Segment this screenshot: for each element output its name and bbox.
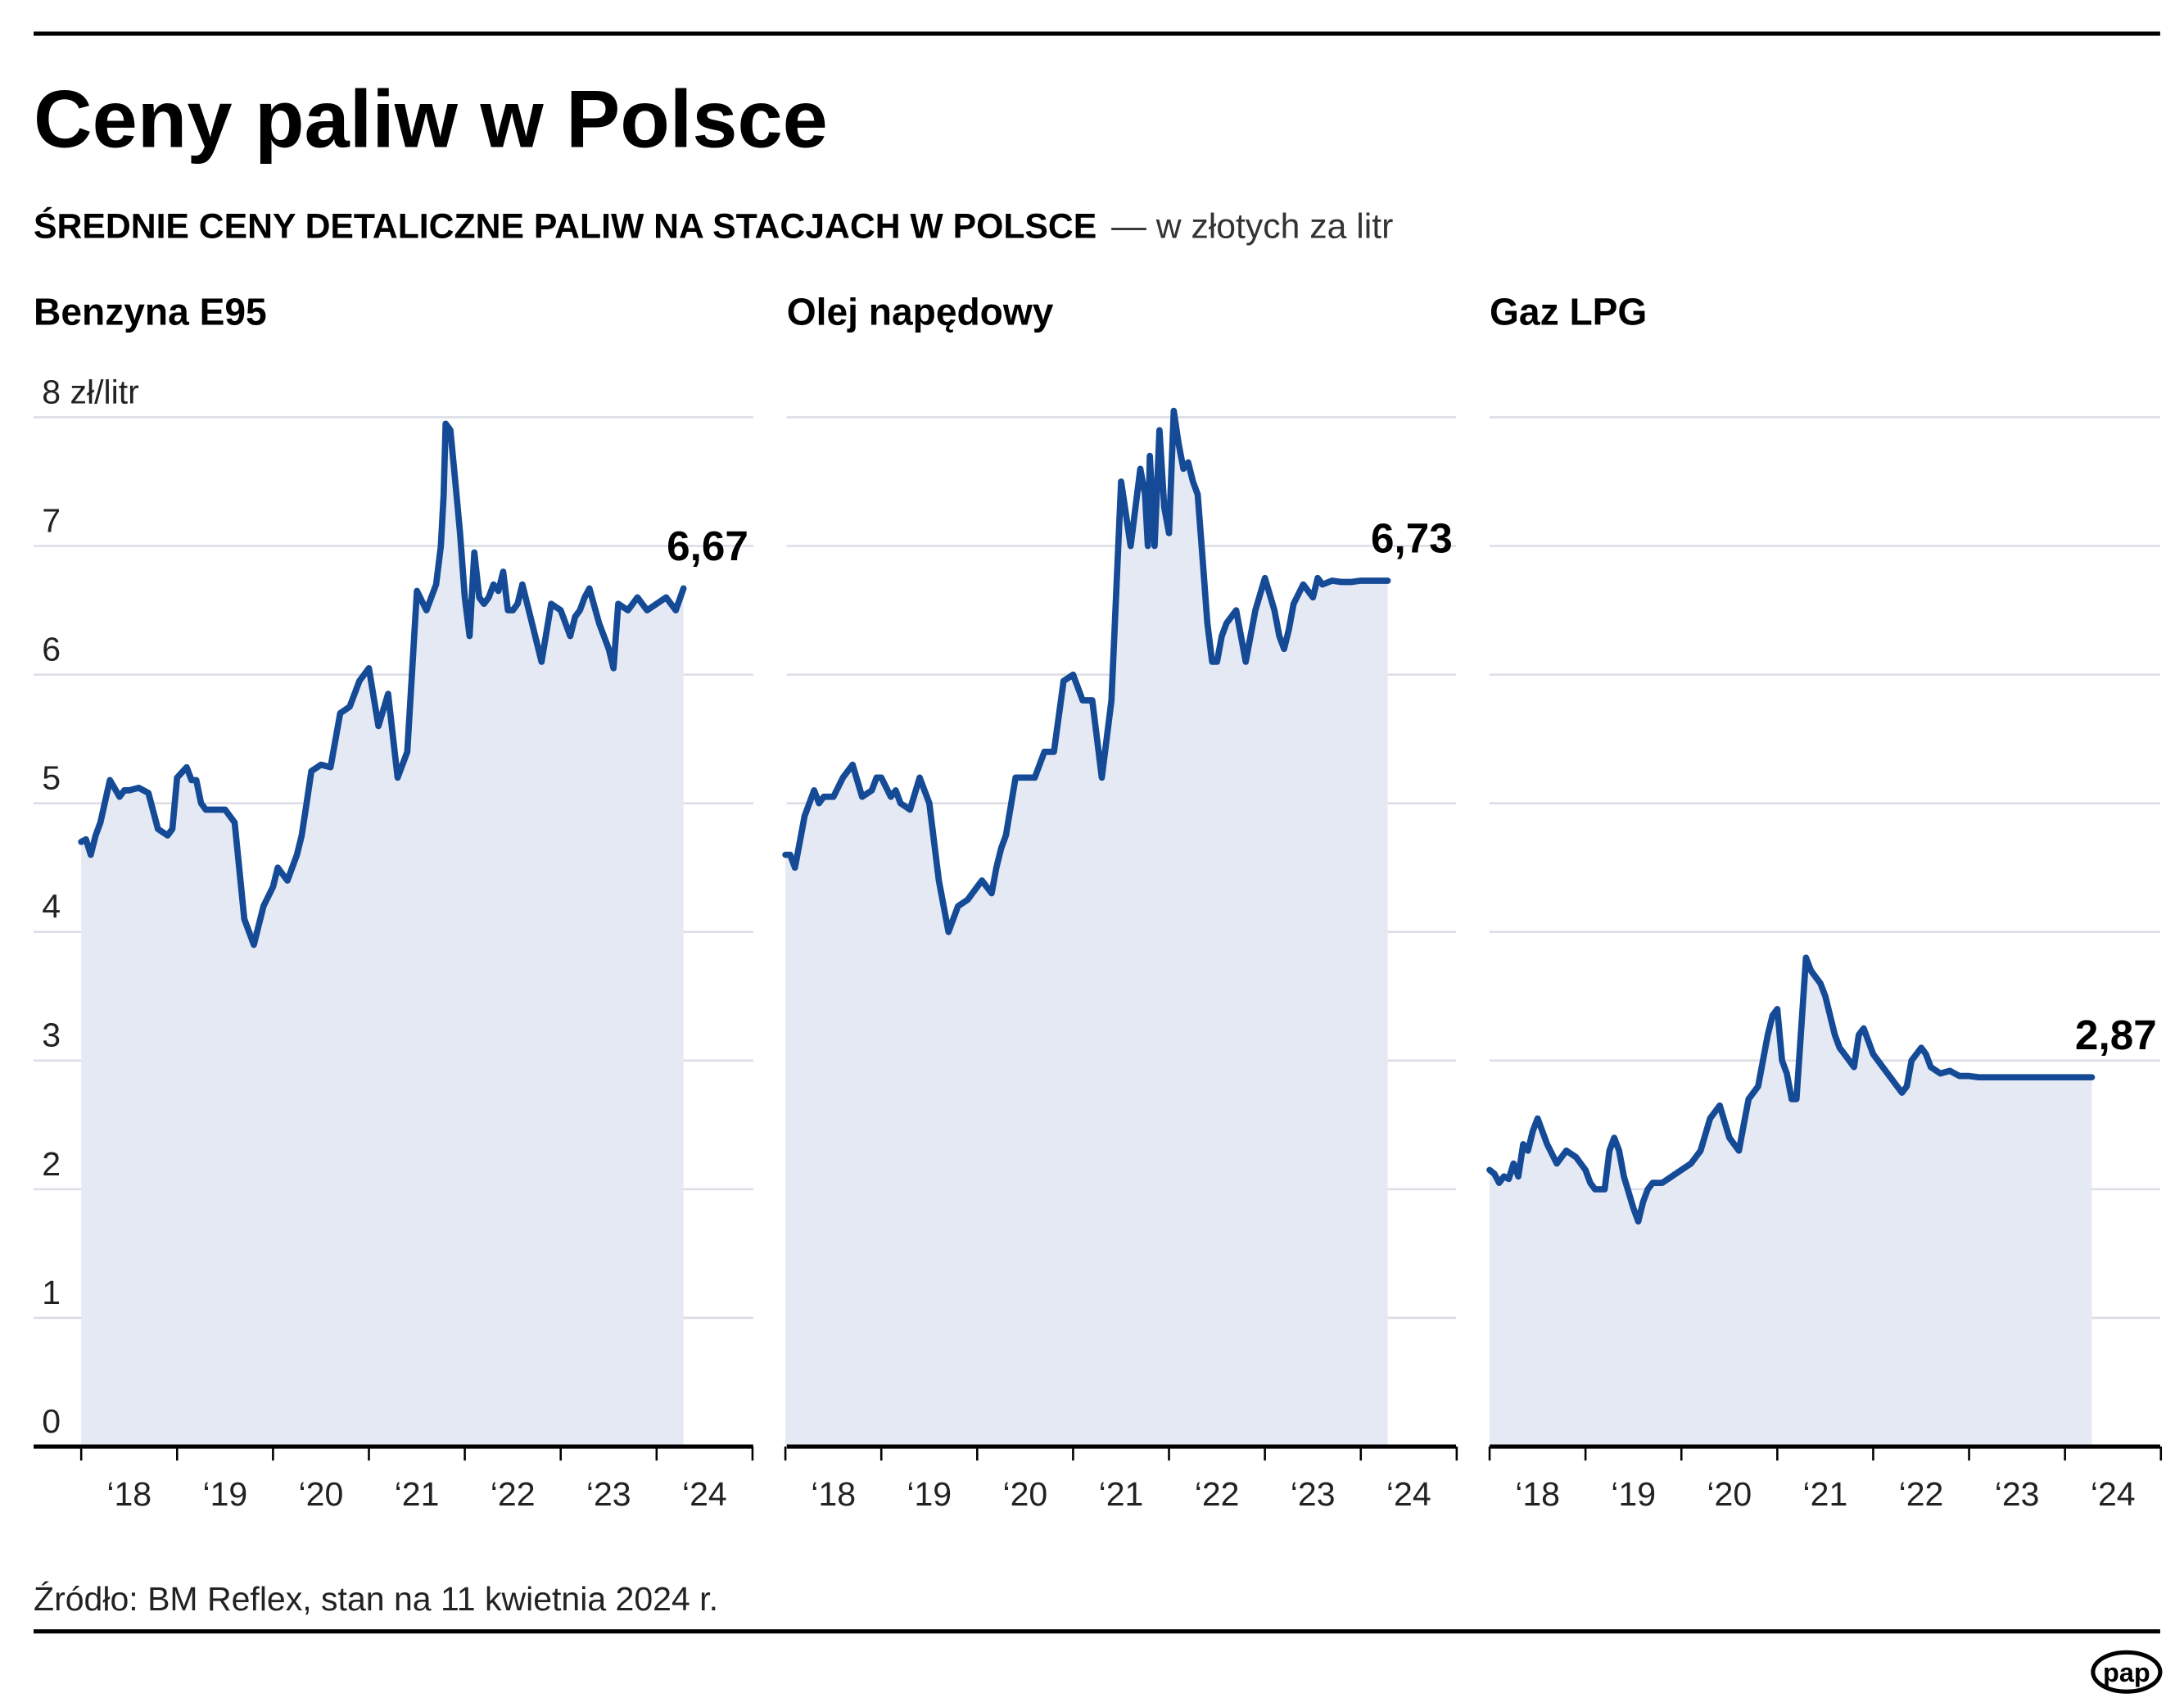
chart-panel-2: Olej napędowy 6,73 ‘18 ‘19 ‘20 ‘21 ‘22 ‘23 ‘24 (782, 291, 1458, 1513)
end-value-label: 2,87 (2075, 1012, 2157, 1058)
y-tick-label: 1 (42, 1274, 61, 1311)
series-line (78, 420, 687, 949)
series-area (81, 423, 684, 1447)
subtitle-bold: ŚREDNIE CENY DETALICZNE PALIW NA STACJAC… (34, 206, 1097, 247)
x-tick-label: ‘24 (2091, 1475, 2136, 1513)
x-tick-label: ‘23 (1995, 1475, 2040, 1513)
x-tick-label: ‘24 (682, 1475, 727, 1513)
x-tick-label: ‘18 (811, 1475, 856, 1513)
chart-panels: Benzyna E95 0 1 2 3 4 5 6 7 8 zł/litr 6,67 ‘18 ‘19 ‘2… (34, 291, 2163, 1513)
series-area (785, 410, 1388, 1447)
x-tick-label: ‘18 (1515, 1475, 1560, 1513)
x-tick-label: ‘22 (1195, 1475, 1240, 1513)
x-tick-label: ‘20 (299, 1475, 344, 1513)
x-tick-label: ‘22 (491, 1475, 536, 1513)
series-area (1490, 958, 2092, 1447)
x-tick-label: ‘19 (202, 1475, 247, 1513)
subtitle-unit: — w złotych za litr (1111, 207, 1393, 247)
y-tick-label: 4 (42, 888, 61, 926)
y-tick-label: 8 zł/litr (42, 373, 139, 410)
x-tick-label: ‘24 (1386, 1475, 1431, 1513)
y-tick-label: 7 (42, 501, 61, 539)
x-tick-label: ‘19 (1611, 1475, 1656, 1513)
x-tick-label: ‘23 (1291, 1475, 1336, 1513)
panel-title: Olej napędowy (787, 291, 1054, 333)
x-tick-label: ‘20 (1002, 1475, 1047, 1513)
y-tick-label: 3 (42, 1017, 61, 1054)
x-tick-label: ‘21 (1099, 1475, 1144, 1513)
panel-title: Gaz LPG (1490, 291, 1647, 333)
x-tick-label: ‘20 (1707, 1475, 1752, 1513)
series-line (1486, 954, 2096, 1225)
source-note: Źródło: BM Reflex, stan na 11 kwietnia 2… (34, 1580, 718, 1618)
x-tick-label: ‘22 (1899, 1475, 1944, 1513)
pap-logo-ring (2091, 1650, 2163, 1694)
y-tick-label: 2 (42, 1145, 61, 1183)
x-tick-label: ‘21 (1803, 1475, 1848, 1513)
pap-logo-text: pap (2103, 1658, 2150, 1687)
pap-logo: pap (2091, 1650, 2163, 1694)
x-tick-label: ‘18 (106, 1475, 151, 1513)
chart-panel-3: Gaz LPG 2,87 ‘18 ‘19 ‘20 ‘21 ‘22 ‘23 ‘24 (1486, 291, 2163, 1513)
x-tick-label: ‘19 (907, 1475, 952, 1513)
end-value-label: 6,67 (667, 523, 748, 569)
end-value-label: 6,73 (1371, 515, 1453, 562)
page-title: Ceny paliw w Polsce (34, 75, 828, 165)
subtitle: ŚREDNIE CENY DETALICZNE PALIW NA STACJAC… (34, 206, 1393, 247)
y-tick-label: 0 (42, 1402, 61, 1440)
panel-title: Benzyna E95 (34, 291, 267, 333)
x-tick-label: ‘23 (586, 1475, 631, 1513)
x-tick-label: ‘21 (395, 1475, 440, 1513)
y-tick-label: 6 (42, 631, 61, 668)
y-tick-label: 5 (42, 759, 61, 797)
chart-panel-1: Benzyna E95 0 1 2 3 4 5 6 7 8 zł/litr 6,67 ‘18 ‘19 ‘2… (34, 291, 754, 1513)
series-line (782, 407, 1391, 935)
